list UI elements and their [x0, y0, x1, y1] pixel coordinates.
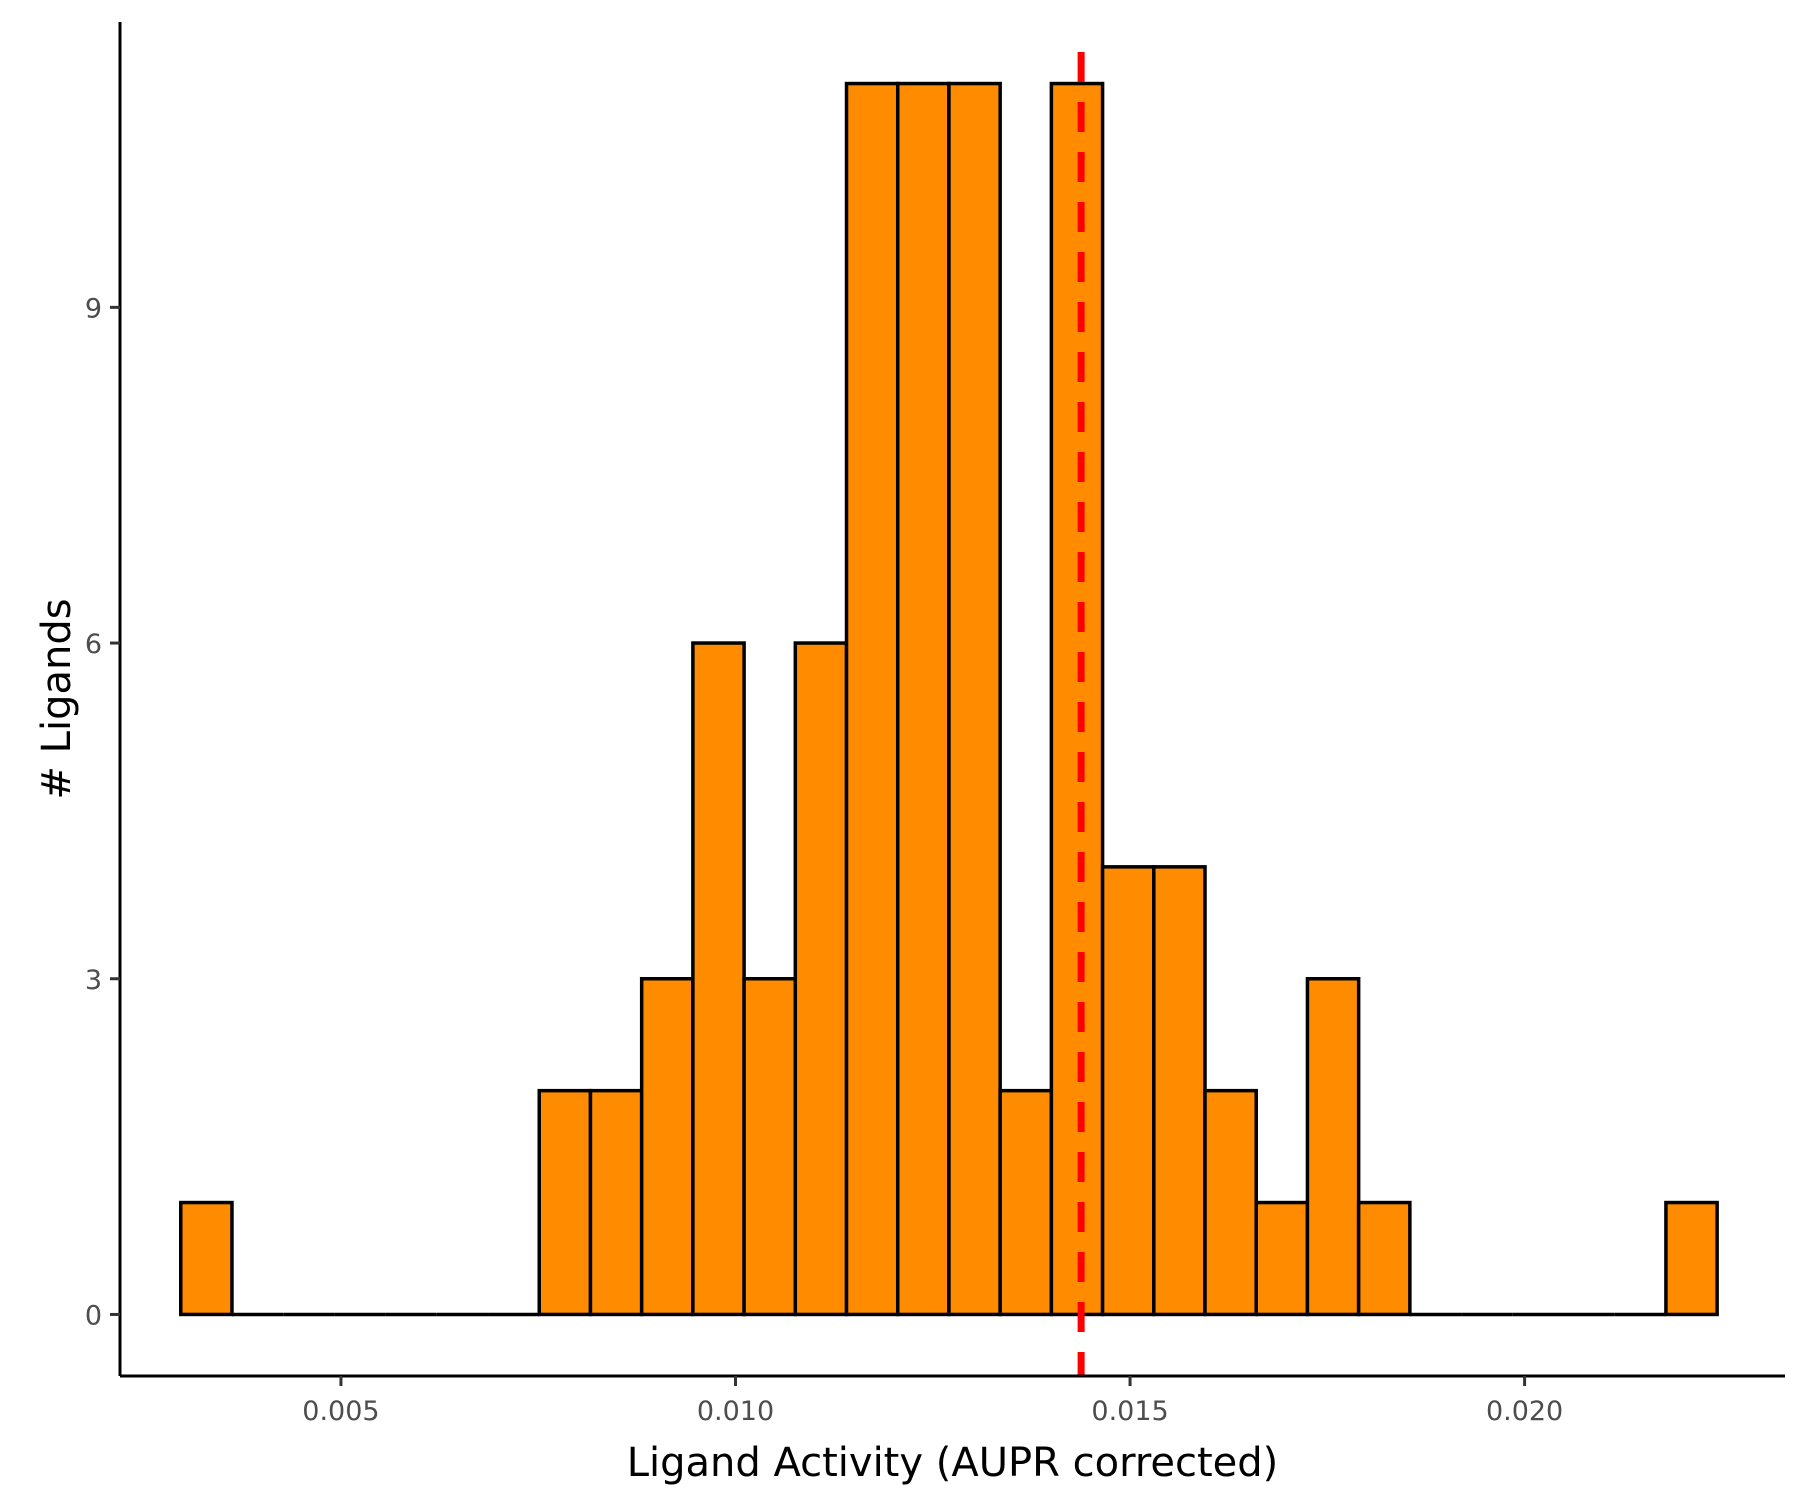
y-tick-label-1: 3	[85, 965, 102, 996]
histogram-bar-17	[1049, 81, 1105, 1317]
histogram-bar-15	[947, 81, 1002, 1317]
histogram-bar-29	[1664, 1200, 1719, 1317]
axes: 0.005 0.010 0.015 0.020 0 3 6 9	[85, 22, 1785, 1427]
histogram-bar-14	[895, 81, 951, 1317]
x-tick-label-0: 0.005	[302, 1396, 379, 1427]
x-axis-title: Ligand Activity (AUPR corrected)	[627, 1440, 1279, 1486]
histogram-bar-23	[1356, 1200, 1412, 1317]
histogram-bar-9	[639, 977, 695, 1317]
histogram-bar-18	[1100, 865, 1156, 1317]
histogram-bar-0	[179, 1200, 234, 1317]
y-tick-label-3: 9	[85, 293, 102, 324]
x-tick-label-2: 0.015	[1091, 1396, 1168, 1427]
y-axis-title: # Ligands	[34, 598, 80, 799]
y-tick-label-2: 6	[85, 629, 102, 660]
histogram-bar-16	[998, 1088, 1054, 1317]
histogram-bar-20	[1203, 1088, 1258, 1317]
histogram-bar-10	[691, 641, 746, 1317]
histogram-bar-21	[1254, 1200, 1310, 1317]
histogram-bar-22	[1305, 977, 1361, 1317]
histogram-bar-8	[588, 1088, 644, 1317]
x-tick-label-1: 0.010	[697, 1396, 774, 1427]
x-tick-label-3: 0.020	[1486, 1396, 1563, 1427]
histogram-bar-11	[742, 977, 798, 1317]
y-tick-label-0: 0	[85, 1300, 102, 1331]
histogram-bar-19	[1152, 865, 1207, 1317]
histogram-bar-13	[844, 81, 900, 1317]
histogram-bar-7	[537, 1088, 593, 1317]
histogram-bar-12	[793, 641, 849, 1317]
histogram-bars	[179, 81, 1719, 1317]
